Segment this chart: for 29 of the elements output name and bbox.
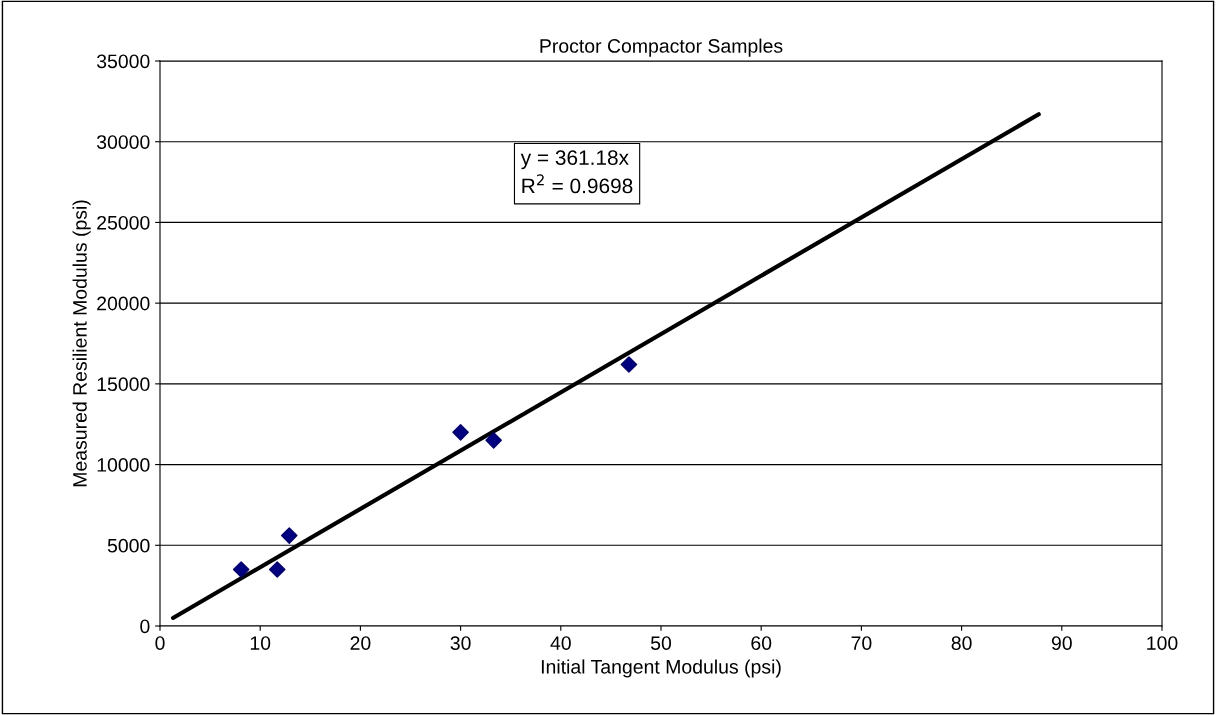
y-tick-label: 15000 [97, 377, 150, 392]
y-tick-label: 35000 [96, 54, 150, 69]
point [620, 356, 638, 373]
x-tick-label: 100 [1147, 636, 1178, 650]
point [232, 561, 250, 578]
chart-title: Proctor Compactor Samples [540, 38, 783, 57]
x-tick-label: 30 [450, 636, 471, 650]
x-tick-label: 90 [1051, 636, 1072, 650]
y-tick-label: 30000 [96, 135, 150, 149]
point [452, 423, 469, 441]
y-tick-label: 25000 [97, 215, 150, 230]
x-tick-label: 60 [751, 636, 772, 650]
x-tick-label: 10 [250, 636, 271, 650]
x-tick-label: 40 [550, 636, 571, 650]
annotation: y = 361.18x R$^{2}$ = 0.9698 [520, 150, 633, 194]
y-axis-title: Measured Resilient Modulus (psi) [72, 200, 91, 487]
x-tick-label: 70 [851, 636, 872, 650]
x-tick-label: 80 [951, 636, 972, 650]
x-axis-title: Initial Tangent Modulus (psi) [541, 659, 781, 678]
y-tick-label: 0 [140, 619, 150, 634]
y-tick-label: 10000 [97, 458, 150, 472]
point [485, 432, 502, 449]
y-tick-label: 20000 [97, 296, 150, 311]
x-tick-label: 50 [650, 636, 672, 650]
point [280, 527, 298, 544]
x-tick-label: 20 [350, 636, 371, 650]
point [268, 561, 286, 578]
y-tick-label: 5000 [107, 538, 150, 553]
x-tick-label: 0 [155, 636, 165, 650]
